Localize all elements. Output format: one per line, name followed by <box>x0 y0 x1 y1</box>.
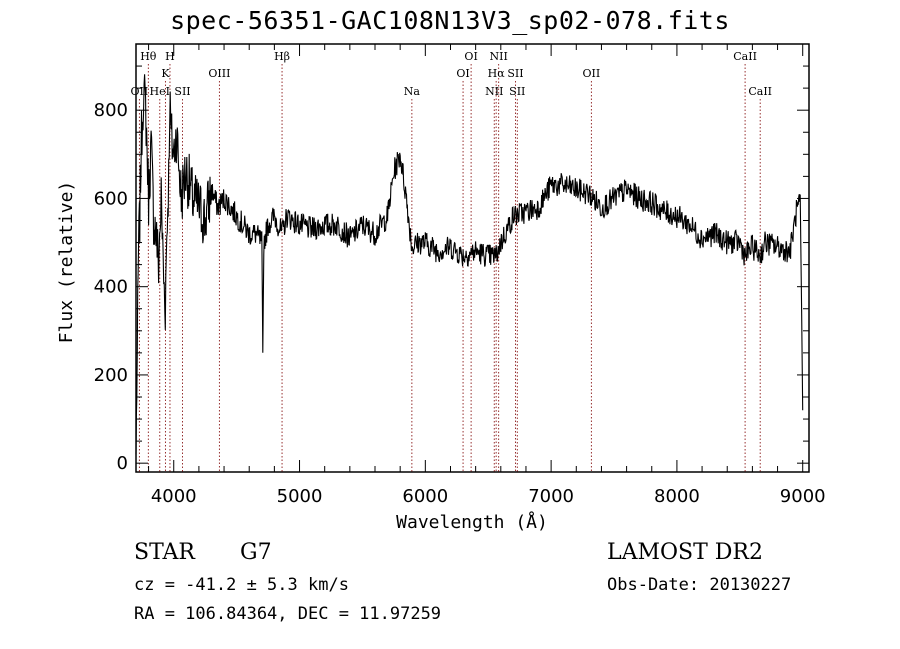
line-marker-label: OI <box>456 67 469 80</box>
x-tick-label: 4000 <box>151 486 197 507</box>
line-marker-label: Hθ <box>140 50 157 63</box>
y-tick-label: 0 <box>117 453 128 474</box>
line-marker-label: NII <box>485 85 503 98</box>
line-marker-label: CaII <box>748 85 772 98</box>
chart-title: spec-56351-GAC108N13V3_sp02-078.fits <box>170 6 730 35</box>
y-tick-label: 600 <box>94 188 128 209</box>
axis-ticks: 4000 5000 6000 7000 8000 9000 0 200 400 600 800 <box>94 44 826 507</box>
y-tick-label: 200 <box>94 365 128 386</box>
y-tick-label: 400 <box>94 277 128 298</box>
x-tick-label: 9000 <box>780 486 826 507</box>
line-marker-label: Hβ <box>274 50 290 63</box>
line-marker-label: SII <box>509 85 525 98</box>
observation-date: Obs-Date: 20130227 <box>607 575 792 595</box>
line-marker-label: Na <box>404 85 421 98</box>
line-marker-label: OIII <box>208 67 230 80</box>
plot-frame <box>135 43 810 473</box>
x-tick-label: 8000 <box>654 486 700 507</box>
line-marker-label: HeI <box>150 85 170 98</box>
x-tick-label: 6000 <box>402 486 448 507</box>
spectrum-line <box>135 74 804 455</box>
line-marker-label: K <box>161 67 170 80</box>
survey-name: LAMOST DR2 <box>607 540 763 565</box>
x-tick-label: 7000 <box>528 486 574 507</box>
y-tick-label: 800 <box>94 100 128 121</box>
line-marker-label: SII <box>507 67 523 80</box>
line-marker-label: Hα <box>488 67 506 80</box>
object-class: STAR <box>134 540 195 565</box>
ra-dec: RA = 106.84364, DEC = 11.97259 <box>134 604 442 624</box>
y-axis-label: Flux (relative) <box>56 181 77 344</box>
line-marker-label: H <box>165 50 175 63</box>
x-axis-label: Wavelength (Å) <box>396 511 548 533</box>
line-marker-label: OII <box>583 67 601 80</box>
line-marker-label: NII <box>490 50 508 63</box>
line-marker-label: CaII <box>733 50 757 63</box>
redshift-cz: cz = -41.2 ± 5.3 km/s <box>134 575 349 595</box>
x-tick-label: 5000 <box>277 486 323 507</box>
line-marker-label: OI <box>464 50 477 63</box>
object-subclass: G7 <box>240 540 272 565</box>
line-marker-label: SII <box>174 85 190 98</box>
